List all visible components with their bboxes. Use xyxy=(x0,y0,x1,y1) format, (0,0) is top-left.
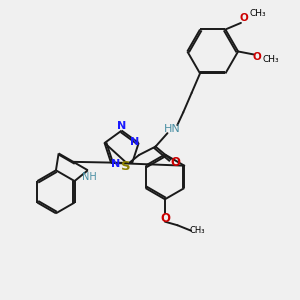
Text: N: N xyxy=(130,137,139,147)
Text: O: O xyxy=(171,156,181,169)
Text: S: S xyxy=(121,160,130,173)
Text: CH₃: CH₃ xyxy=(249,9,266,18)
Text: O: O xyxy=(252,52,261,62)
Text: O: O xyxy=(160,212,170,225)
Text: HN: HN xyxy=(164,124,180,134)
Text: NH: NH xyxy=(82,172,97,182)
Text: CH₃: CH₃ xyxy=(189,226,205,235)
Text: CH₃: CH₃ xyxy=(262,55,279,64)
Text: N: N xyxy=(111,159,120,169)
Text: O: O xyxy=(239,13,248,23)
Text: N: N xyxy=(117,122,126,131)
